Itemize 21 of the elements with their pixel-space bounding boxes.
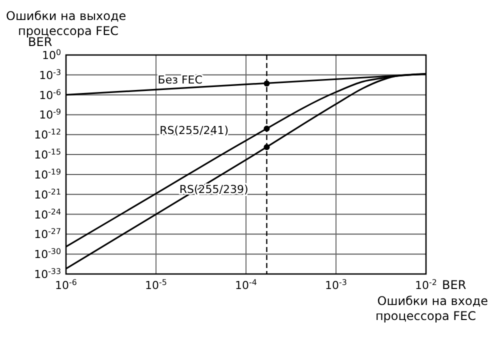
y-tick-label: 10$^{0}$ — [42, 48, 61, 62]
y-tick-label: 10$^{-30}$ — [34, 246, 61, 262]
x-axis-title: BER — [442, 278, 466, 292]
y-tick-label: 10$^{-9}$ — [39, 107, 61, 122]
y-tick-label: 10$^{-12}$ — [34, 127, 61, 142]
text: Ошибки на входе процессора FEC — [375, 294, 488, 323]
y-tick-label: 10$^{-6}$ — [39, 87, 61, 102]
y-tick-label: 10$^{-27}$ — [34, 226, 61, 242]
series-label: RS(255/241) — [160, 124, 229, 137]
y-tick-label: 10$^{-15}$ — [34, 147, 61, 162]
y-tick-label: 10$^{-24}$ — [34, 206, 61, 222]
y-tick-label: 10$^{-21}$ — [34, 186, 61, 202]
y-tick-label: 10$^{-19}$ — [34, 166, 61, 182]
x-tick-label: 10$^{-4}$ — [235, 278, 257, 292]
x-tick-label: 10$^{-5}$ — [145, 278, 167, 292]
x-tick-label: 10$^{-3}$ — [325, 278, 347, 292]
y-axis-title: BER — [28, 35, 52, 49]
y-tick-label: 10$^{-3}$ — [39, 67, 61, 82]
x-tick-label: 10$^{-2}$ — [415, 278, 437, 292]
series-label: Без FEC — [158, 73, 203, 86]
text: Ошибки на выходе процессора FEC — [6, 9, 126, 38]
